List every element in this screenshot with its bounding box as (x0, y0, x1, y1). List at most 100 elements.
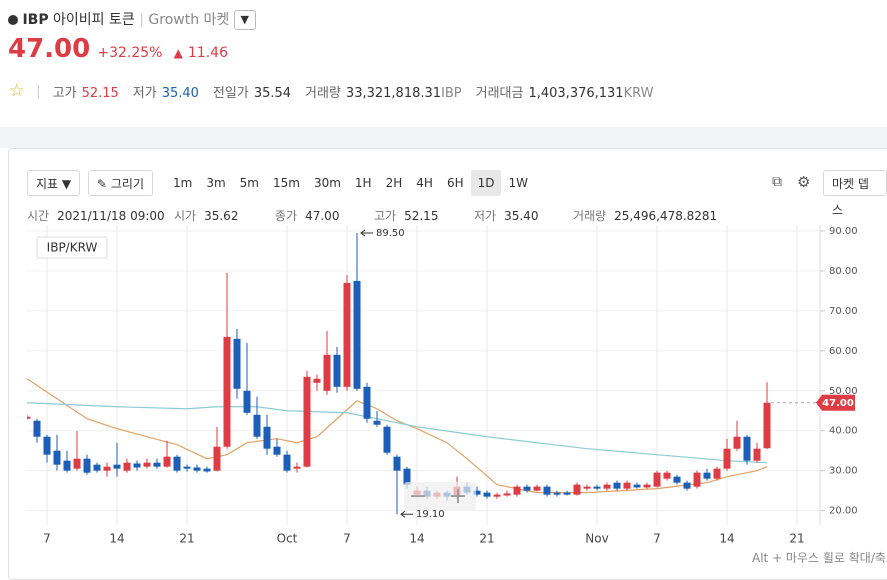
dropdown[interactable]: ▼ (233, 10, 256, 30)
coin-name: 아이비피 토큰 (53, 12, 135, 28)
draw-button[interactable]: ✎ 그리기 (88, 170, 153, 196)
market: Growth 마켓 (148, 12, 230, 28)
zoom-out[interactable]: − (409, 484, 427, 509)
interval-button[interactable]: 1H (354, 176, 372, 190)
stat: 거래대금 1,403,376,131KRW (476, 82, 654, 101)
interval-button[interactable]: 1m (173, 176, 193, 190)
x-tick-label: 7 (43, 532, 51, 546)
stat: 저가 35.40 (133, 82, 199, 101)
candle-body (623, 482, 631, 489)
stat-label: 거래량 (305, 85, 341, 101)
stat-label: 저가 (132, 85, 157, 101)
interval-button[interactable]: 3m (206, 176, 226, 190)
interval-button[interactable]: 4H (416, 176, 433, 190)
candle-body (313, 378, 321, 383)
candle-body (693, 472, 701, 487)
info-item: 시가 35.62 (174, 207, 238, 224)
settings-icon[interactable]: ⚙ (797, 173, 811, 191)
candle-body (513, 486, 521, 495)
x-tick-label: 14 (719, 532, 734, 546)
candle-body (753, 448, 761, 461)
candle-body (573, 484, 581, 495)
interval-button[interactable]: 6H (446, 176, 464, 190)
title-row: IBP 아이비피 토큰 | Growth 마켓 ▼ (8, 9, 256, 30)
candle-body (393, 456, 401, 471)
zoom-in[interactable]: + (449, 484, 467, 509)
candle-body (163, 456, 171, 467)
candle-body (743, 436, 751, 461)
interval-button[interactable]: 1D (470, 170, 502, 196)
candle-body (43, 436, 51, 455)
info-value: 35.40 (504, 209, 539, 223)
candle-body (673, 476, 681, 483)
y-tick-label: 90.00 (829, 226, 858, 237)
candle-body (663, 472, 671, 479)
candle-body (133, 463, 141, 468)
divider: | (139, 12, 144, 28)
candle-body (323, 354, 331, 391)
candle-body (233, 338, 241, 389)
candle-body (563, 492, 571, 495)
divider: | (36, 83, 41, 99)
stat: 고가 52.15 (53, 82, 119, 101)
y-tick-label: 40.00 (829, 426, 858, 437)
change: 11.46 (187, 45, 228, 61)
x-tick-label: 14 (109, 532, 124, 546)
info-label: 시간 (27, 209, 50, 223)
interval-button[interactable]: 1W (508, 176, 528, 190)
indicator-button[interactable]: 지표 ▼ (27, 170, 81, 196)
candle-body (203, 468, 211, 472)
candle-body (603, 484, 611, 489)
candle-body (73, 458, 81, 469)
interval-button[interactable]: 2H (385, 176, 403, 190)
info-value: 25,496,478.8281 (614, 209, 718, 223)
info-value: 47.00 (305, 209, 340, 223)
page: IBP {"header": {"symbol": "IBP", "name":… (0, 9, 887, 580)
candle-body (403, 468, 411, 485)
draw-label: 그리기 (110, 177, 144, 191)
candle-body (27, 416, 31, 419)
candle-body (493, 494, 501, 497)
info-item: 종가 47.00 (275, 207, 339, 224)
candle-body (343, 282, 351, 387)
candle-body (193, 467, 201, 471)
candle-body (213, 446, 221, 471)
candle-body (103, 466, 111, 471)
candle-body (703, 472, 711, 479)
x-tick-label: 21 (479, 532, 494, 546)
y-tick-label: 80.00 (829, 266, 858, 277)
popout-icon[interactable]: ⧉ (772, 174, 782, 190)
info-label: 종가 (275, 209, 298, 223)
candle-body (643, 484, 651, 488)
stat-unit: IBP (441, 85, 462, 101)
interval-button[interactable]: 5m (239, 176, 259, 190)
candle-body (333, 354, 341, 387)
candle-body (523, 486, 531, 491)
market-depth-button[interactable]: 마켓 뎁스 (823, 170, 887, 217)
stat-value: 35.40 (161, 85, 199, 101)
up-arrow: ▲ (173, 46, 183, 60)
y-tick-label: 60.00 (829, 346, 858, 357)
candle-body (383, 426, 391, 453)
candle-body (363, 386, 371, 419)
interval-button[interactable]: 30m (313, 176, 341, 190)
marker-arrow (400, 510, 413, 518)
stat-label: 거래대금 (475, 85, 524, 101)
candle-body (583, 486, 591, 489)
zoom-controls (404, 482, 476, 510)
y-tick-label: 50.00 (829, 386, 858, 397)
info-item: 거래량 25,496,478.8281 (573, 207, 717, 224)
candle-body (223, 336, 231, 447)
candle-body (33, 420, 41, 437)
stat: 거래량 33,321,818.31IBP (305, 82, 462, 101)
body: IBP 아이비피 토큰 | Growth 마켓 ▼ 47.00 +32.25% … (0, 9, 887, 580)
last-price-tag (816, 394, 855, 411)
candle-body (553, 492, 561, 495)
last-price-label: 47.00 (822, 398, 854, 409)
y-tick-label: 20.00 (829, 506, 858, 517)
market-depth-label: 마켓 뎁스 (832, 177, 869, 217)
stat-label: 전일가 (212, 85, 249, 101)
interval-button[interactable]: 15m (272, 176, 300, 190)
favorite-star[interactable]: ☆ (9, 81, 25, 101)
interval-bar: 1m 3m 5m 15m 30m 1H 2H 4H 6H 1D 1W (166, 170, 535, 196)
